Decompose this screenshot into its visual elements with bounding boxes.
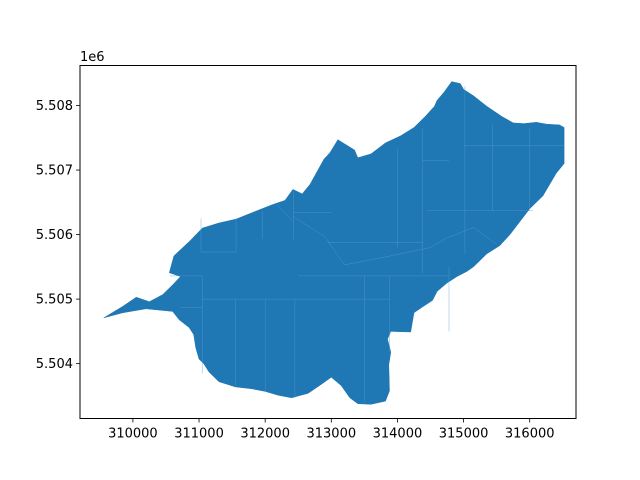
x-axis: 310000 311000 312000 313000 314000 315000 3160… [108, 418, 555, 442]
x-tick-label: 315000 [439, 427, 489, 442]
y-tick-label: 5.505 [36, 293, 73, 308]
district-boundary-line [324, 236, 345, 266]
x-tick-label: 311000 [174, 427, 224, 442]
map-layer [103, 81, 565, 405]
x-tick-label: 312000 [240, 427, 290, 442]
district-boundary-line [446, 227, 474, 239]
y-tick-label: 5.504 [36, 357, 73, 372]
district-boundary-line [292, 216, 325, 237]
y-offset-label: 1e6 [80, 50, 105, 65]
district-boundary-line [276, 204, 294, 222]
district-boundary-line [344, 256, 385, 266]
district-boundary-line [473, 227, 497, 245]
district-boundaries [169, 86, 565, 403]
y-tick-label: 5.506 [36, 228, 73, 243]
x-tick-label: 314000 [373, 427, 423, 442]
district-boundary-line [430, 237, 448, 248]
axes-frame [79, 65, 577, 419]
y-axis: 5.504 5.505 5.506 5.507 5.508 [36, 99, 80, 372]
y-tick-label: 5.507 [36, 164, 73, 179]
y-tick-label: 5.508 [36, 99, 73, 114]
x-tick-label: 316000 [505, 427, 555, 442]
region-polygon [103, 81, 565, 405]
x-tick-label: 310000 [108, 427, 158, 442]
x-tick-label: 313000 [306, 427, 356, 442]
